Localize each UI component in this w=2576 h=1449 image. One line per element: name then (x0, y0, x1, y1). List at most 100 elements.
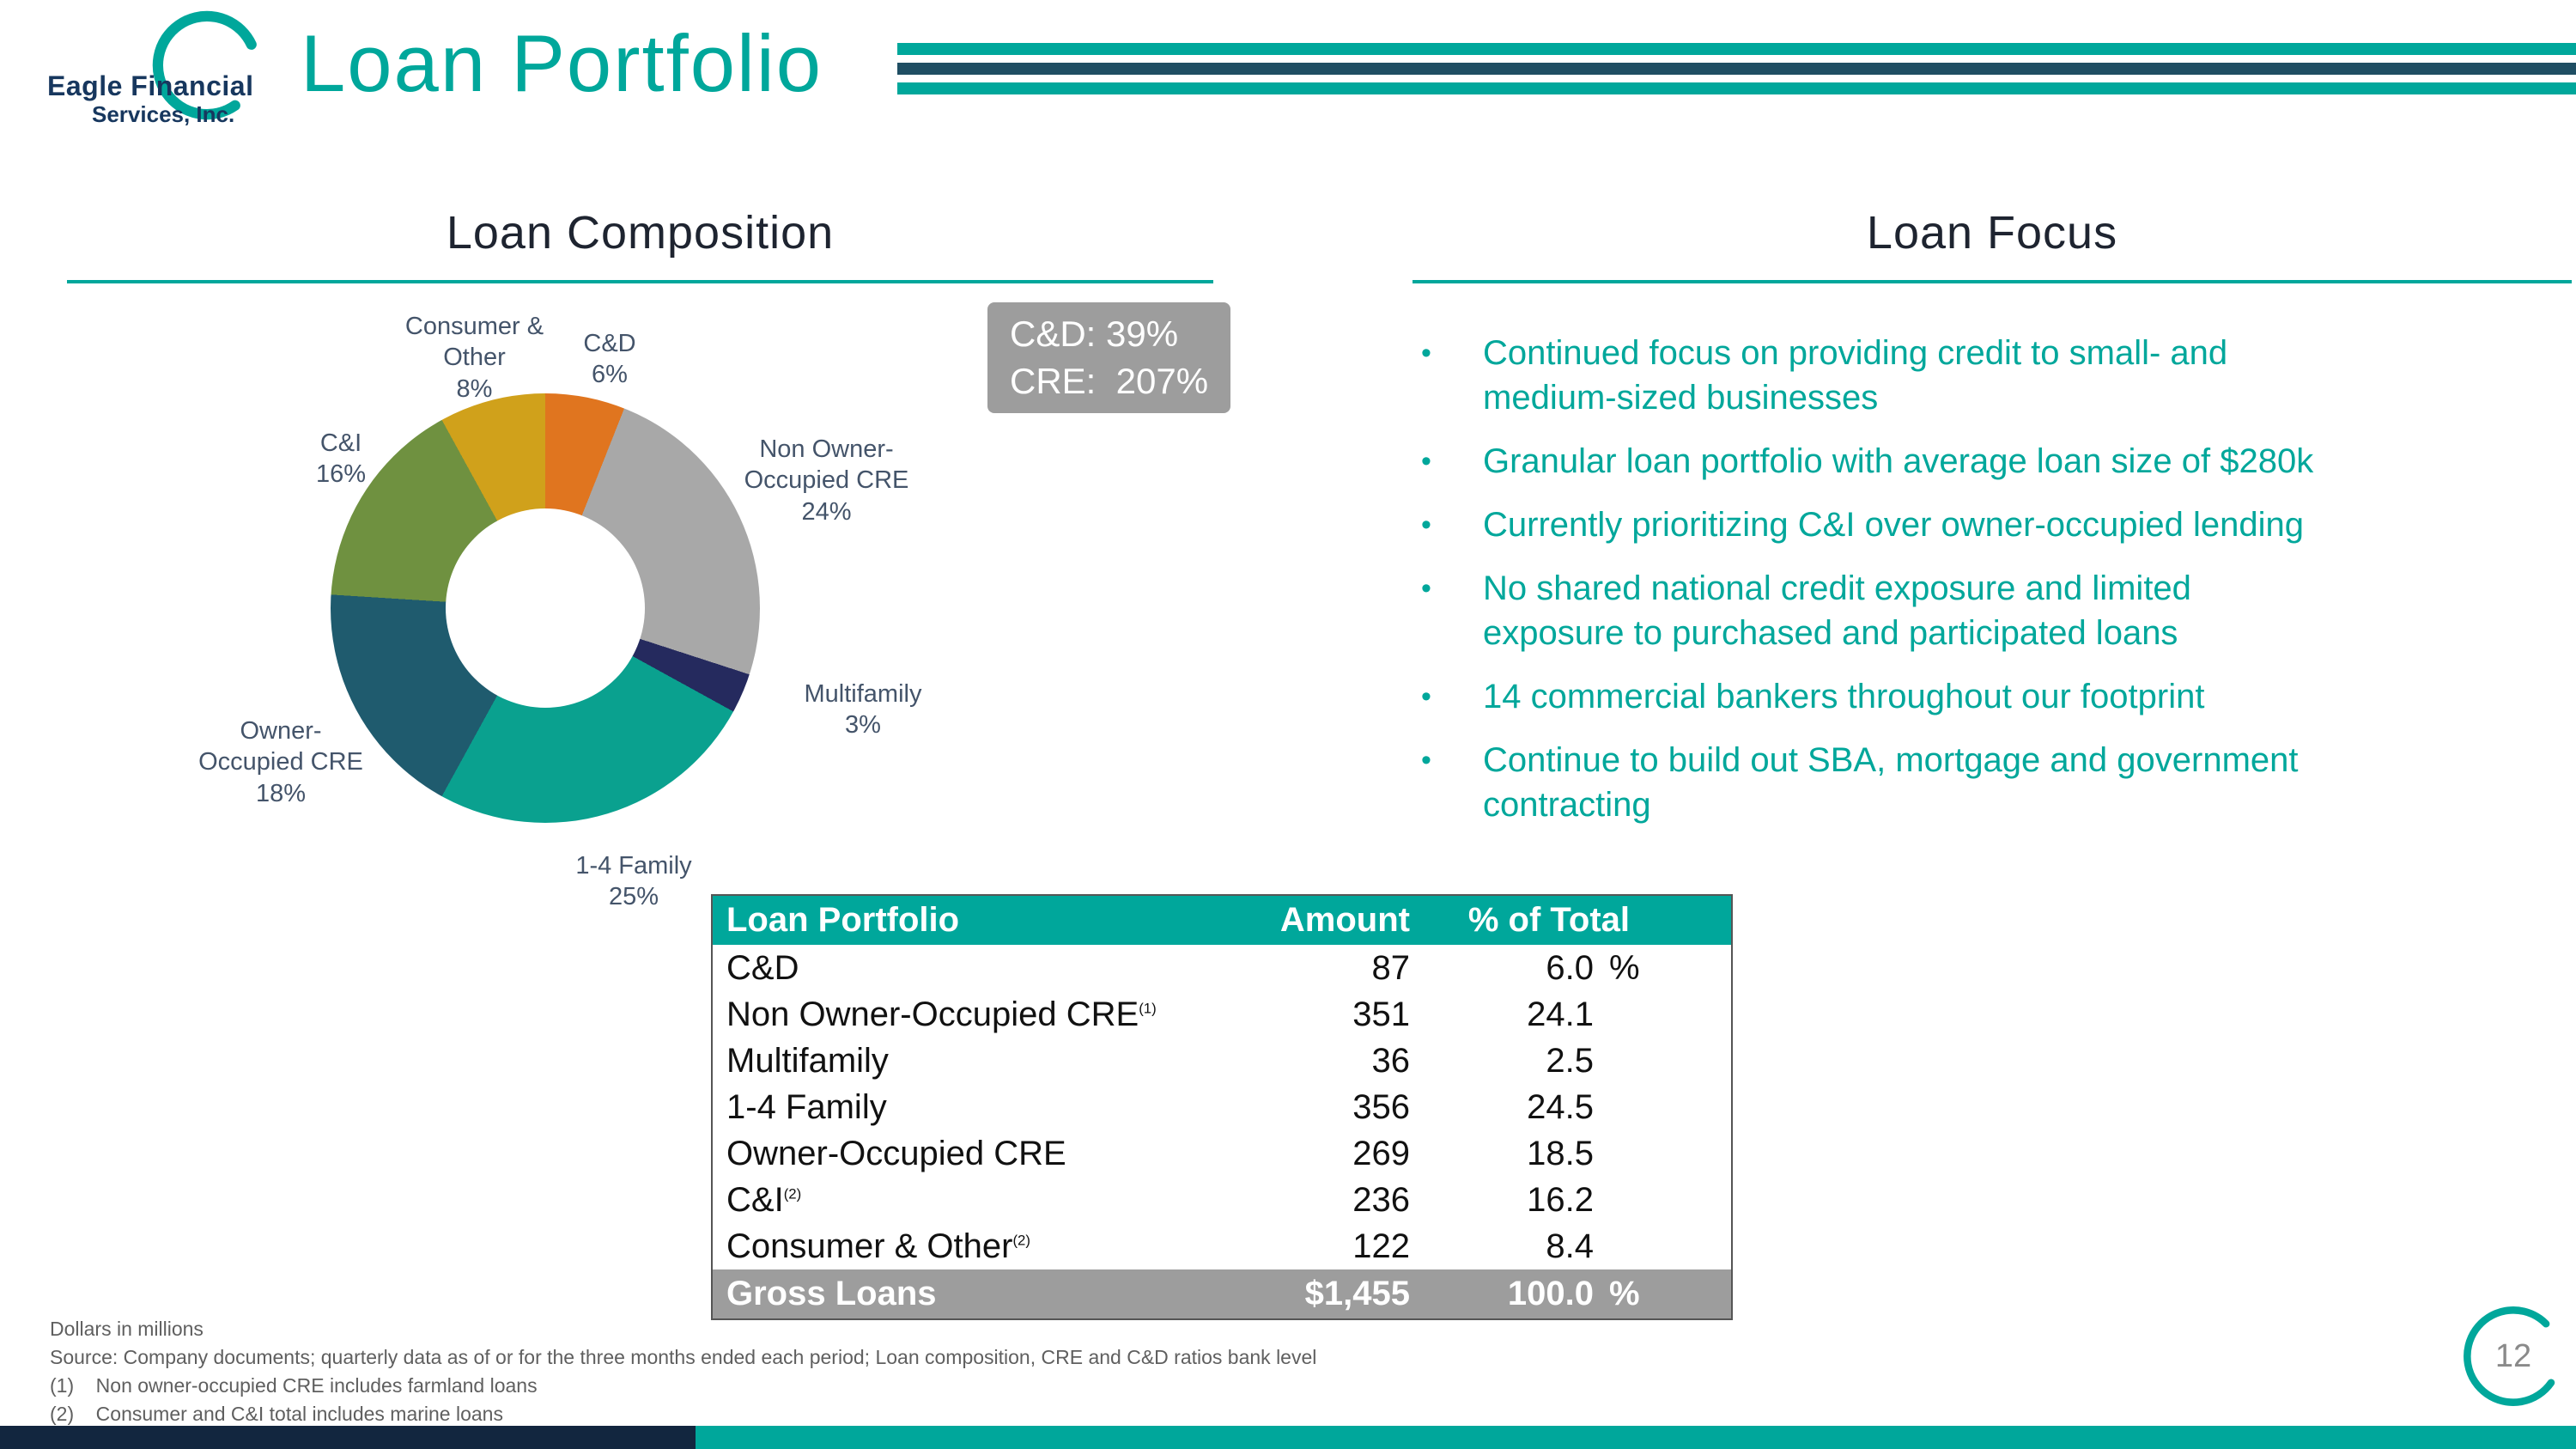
bullet-text: Granular loan portfolio with average loa… (1483, 442, 2314, 480)
donut-chart (331, 393, 760, 823)
donut-label-owner-occupied-cre: Owner- Occupied CRE 18% (187, 715, 374, 809)
header-stripe-top (897, 43, 2576, 55)
footnotes: Dollars in millions Source: Company docu… (50, 1318, 1316, 1431)
logo-swoosh-icon (152, 10, 262, 120)
bullet-text: Continue to build out SBA, mortgage and … (1483, 741, 2299, 824)
bullet-text: Continued focus on providing credit to s… (1483, 334, 2228, 417)
table-row: Multifamily 36 2.5 (713, 1038, 1731, 1084)
company-logo: Eagle Financial Services, Inc. (47, 10, 331, 143)
table-header-amount: Amount (1279, 901, 1410, 939)
row-pct: 2.5 (1546, 1041, 1594, 1080)
bullet-item: • Granular loan portfolio with average l… (1421, 439, 2563, 484)
bullet-dot-icon: • (1421, 680, 1431, 713)
bullet-item: • Continued focus on providing credit to… (1421, 331, 2563, 420)
row-label: Owner-Occupied CRE (726, 1134, 1066, 1172)
donut-hole (446, 508, 645, 708)
bullet-dot-icon: • (1421, 572, 1431, 605)
donut-label-pct: 6% (592, 361, 628, 389)
donut-label-non-owner-occupied-cre: Non Owner- Occupied CRE 24% (726, 434, 927, 527)
donut-label-consumer-other: Consumer & Other 8% (391, 311, 558, 405)
row-pct: 18.5 (1527, 1134, 1594, 1172)
loan-composition-underline (67, 280, 1213, 283)
ratio-callout-line2: CRE: 207% (1010, 360, 1209, 401)
table-row: Non Owner-Occupied CRE(1) 351 24.1 (713, 991, 1731, 1038)
row-pct: 24.5 (1527, 1087, 1594, 1126)
footnote-source: Source: Company documents; quarterly dat… (50, 1346, 1317, 1368)
donut-label-ci: C&I 16% (285, 428, 397, 490)
donut-label-name: C&D (583, 330, 636, 357)
table-row: C&D 87 6.0 % (713, 945, 1731, 991)
footnote-dollars: Dollars in millions (50, 1318, 204, 1340)
bullet-dot-icon: • (1421, 445, 1431, 478)
row-amount: 236 (1352, 1180, 1410, 1219)
total-label: Gross Loans (726, 1275, 937, 1312)
table-header-pct: % of Total (1467, 901, 1630, 939)
row-amount: 351 (1352, 995, 1410, 1033)
donut-label-1-4-family: 1-4 Family 25% (548, 850, 720, 913)
table-total-row: Gross Loans $1,455 100.0 % (713, 1269, 1731, 1318)
bullet-dot-icon: • (1421, 337, 1431, 369)
bottom-bar-dark-segment (0, 1426, 696, 1449)
row-amount: 87 (1371, 948, 1411, 987)
total-pct-sign: % (1609, 1275, 1640, 1312)
page-title: Loan Portfolio (301, 18, 823, 108)
page-number: 12 (2494, 1337, 2532, 1374)
footnote-2: (2) Consumer and C&I total includes mari… (50, 1403, 503, 1425)
donut-label-pct: 24% (801, 497, 852, 526)
loan-focus-underline (1413, 280, 2572, 283)
row-amount: 356 (1352, 1087, 1410, 1126)
row-label: Non Owner-Occupied CRE(1) (726, 995, 1157, 1033)
donut-label-pct: 8% (456, 374, 493, 403)
row-pct: 16.2 (1527, 1180, 1594, 1219)
ratio-callout-line1: C&D: 39% (1010, 314, 1179, 354)
table-header-label: Loan Portfolio (726, 901, 960, 939)
table-row: C&I(2) 236 16.2 (713, 1177, 1731, 1223)
bullet-item: • Currently prioritizing C&I over owner-… (1421, 502, 2563, 547)
row-pct: 8.4 (1546, 1227, 1594, 1265)
row-amount: 36 (1371, 1041, 1411, 1080)
table-header-row: Loan Portfolio Amount % of Total (713, 896, 1731, 945)
page-number-badge: 12 (2461, 1304, 2566, 1409)
row-label: 1-4 Family (726, 1087, 887, 1126)
ratio-callout: C&D: 39% CRE: 207% (987, 302, 1231, 414)
logo-text-line1: Eagle Financial (47, 70, 254, 101)
table-row: 1-4 Family 356 24.5 (713, 1084, 1731, 1130)
donut-label-name: Consumer & Other (404, 313, 544, 372)
loan-portfolio-table: Loan Portfolio Amount % of Total C&D 87 … (711, 894, 1733, 1320)
bullet-dot-icon: • (1421, 508, 1431, 541)
donut-label-pct: 16% (315, 460, 367, 489)
row-label: Multifamily (726, 1041, 889, 1080)
donut-label-name: 1-4 Family (575, 852, 692, 880)
bullet-dot-icon: • (1421, 744, 1431, 776)
donut-label-name: C&I (319, 429, 362, 457)
total-pct: 100.0 (1507, 1275, 1594, 1312)
total-amount: $1,455 (1304, 1275, 1410, 1312)
row-label: C&D (726, 948, 799, 987)
bullet-item: • Continue to build out SBA, mortgage an… (1421, 738, 2563, 827)
header-stripe-bottom (897, 82, 2576, 94)
donut-label-name: Non Owner- Occupied CRE (744, 435, 909, 495)
loan-focus-heading: Loan Focus (1866, 207, 2118, 259)
donut-label-name: Multifamily (804, 680, 922, 708)
loan-composition-heading: Loan Composition (446, 207, 835, 259)
footnote-1: (1) Non owner-occupied CRE includes farm… (50, 1374, 538, 1397)
table-row: Consumer & Other(2) 122 8.4 (713, 1223, 1731, 1269)
bullet-text: Currently prioritizing C&I over owner-oc… (1483, 506, 2304, 544)
page-number-arc-icon (2464, 1306, 2563, 1406)
donut-label-pct: 25% (608, 883, 659, 911)
bottom-bar (0, 1426, 2576, 1449)
donut-label-cd: C&D 6% (558, 328, 661, 391)
bullet-text: 14 commercial bankers throughout our foo… (1483, 678, 2205, 715)
row-amount: 122 (1352, 1227, 1410, 1265)
donut-label-name: Owner- Occupied CRE (198, 717, 363, 776)
donut-label-multifamily: Multifamily 3% (777, 679, 949, 741)
bullet-item: • No shared national credit exposure and… (1421, 566, 2563, 655)
row-pct: 6.0 (1546, 948, 1594, 987)
row-amount: 269 (1352, 1134, 1410, 1172)
donut-label-pct: 3% (845, 711, 881, 740)
row-pct-sign: % (1609, 948, 1640, 987)
donut-label-pct: 18% (255, 779, 307, 807)
row-pct: 24.1 (1527, 995, 1594, 1033)
bullet-text: No shared national credit exposure and l… (1483, 569, 2191, 652)
